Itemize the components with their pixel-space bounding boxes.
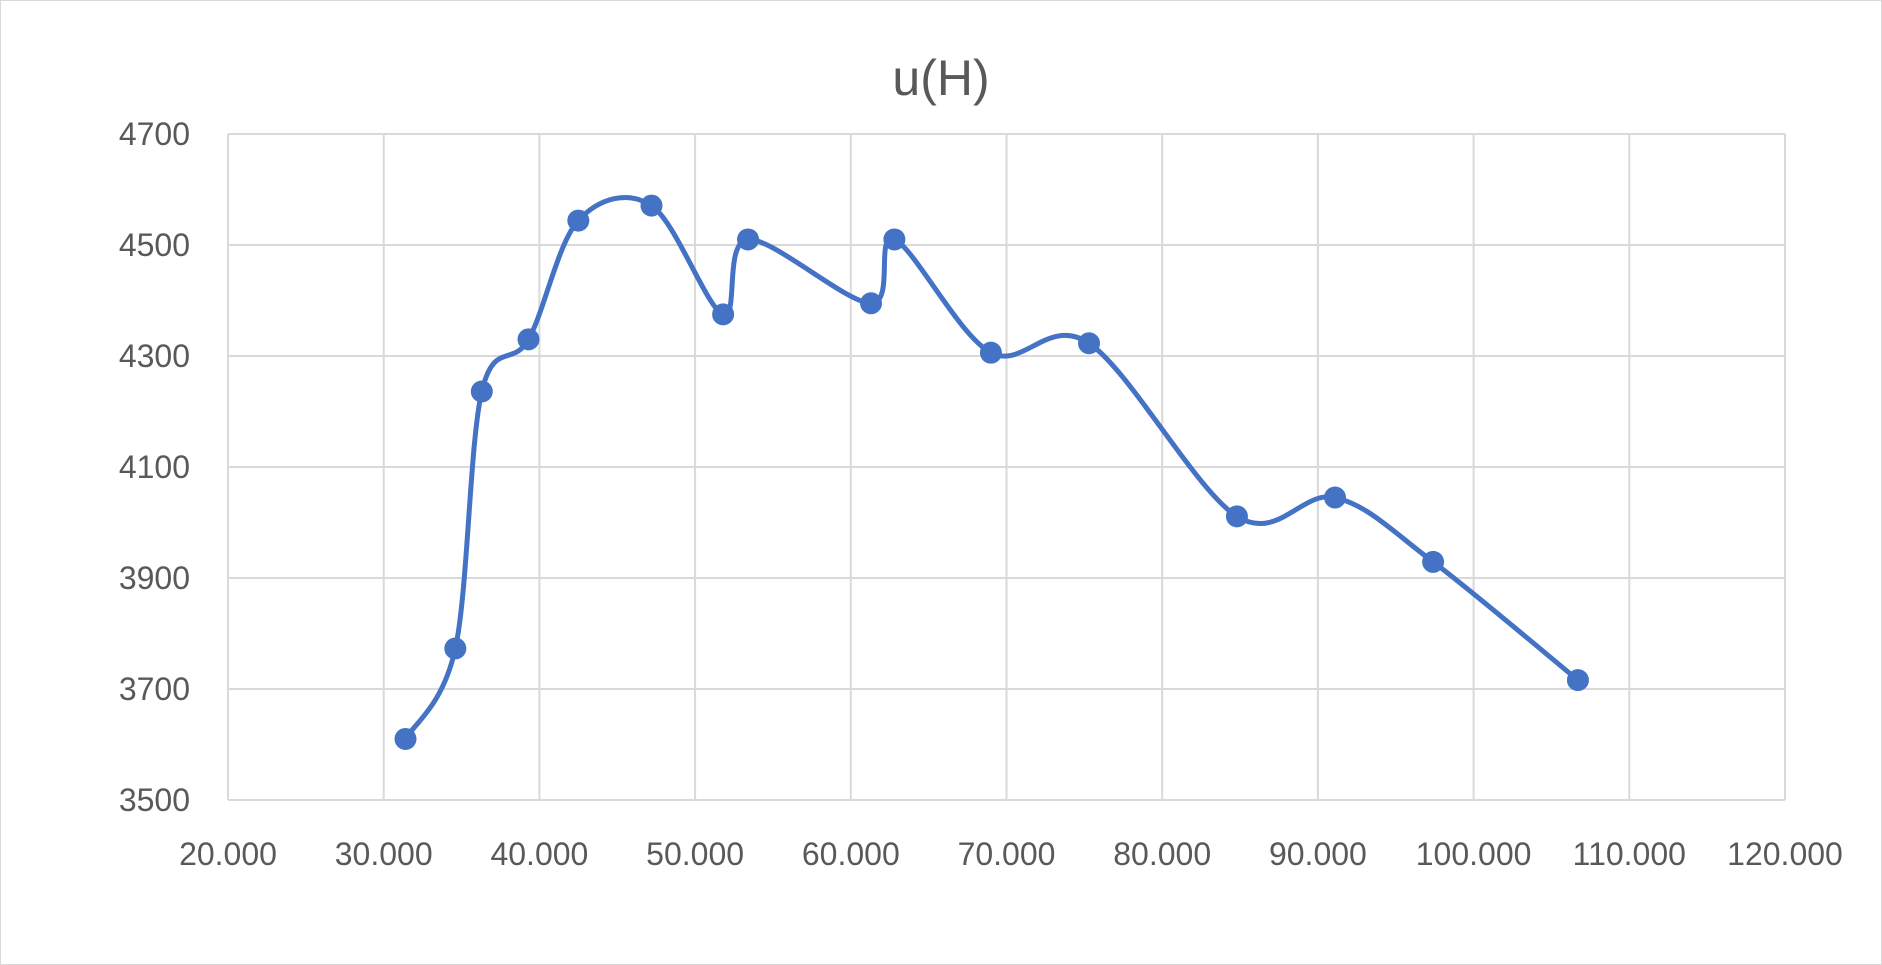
y-tick-label: 4500 (119, 227, 190, 263)
data-point (979, 341, 1002, 364)
data-point (737, 228, 760, 251)
data-point (470, 380, 493, 403)
series-line (402, 195, 1581, 742)
data-point (860, 292, 883, 315)
x-tick-label: 70.000 (958, 836, 1056, 872)
data-point (640, 194, 663, 217)
x-axis-tick-labels: 20.000 30.000 40.000 50.000 60.000 70.000 80.0… (179, 836, 1843, 872)
data-point (1324, 486, 1347, 509)
x-tick-label: 120.000 (1727, 836, 1843, 872)
x-tick-label: 40.000 (490, 836, 588, 872)
x-tick-label: 90.000 (1269, 836, 1367, 872)
y-tick-label: 3900 (119, 560, 190, 596)
x-tick-label: 30.000 (335, 836, 433, 872)
data-point (1225, 505, 1248, 528)
data-point (1422, 550, 1445, 573)
data-point (883, 228, 906, 251)
y-tick-label: 4300 (119, 338, 190, 374)
x-tick-label: 60.000 (802, 836, 900, 872)
gridlines (227, 133, 1786, 801)
y-tick-label: 3500 (119, 782, 190, 818)
y-tick-label: 4700 (119, 116, 190, 152)
axes (227, 134, 1785, 801)
x-tick-label: 100.000 (1416, 836, 1532, 872)
x-tick-label: 20.000 (179, 836, 277, 872)
x-tick-label: 110.000 (1573, 836, 1686, 872)
y-axis-tick-labels: 3500 3700 3900 4100 4300 4500 4700 (119, 116, 190, 818)
chart-title: u(H) (892, 50, 989, 106)
data-point (444, 637, 467, 660)
data-point (517, 328, 540, 351)
data-point (1078, 332, 1101, 355)
data-point (394, 727, 417, 750)
series-points (394, 194, 1589, 750)
data-point (1566, 669, 1589, 692)
series-line-layer (402, 195, 1581, 742)
x-tick-label: 80.000 (1113, 836, 1211, 872)
data-point (712, 303, 735, 326)
y-tick-label: 3700 (119, 671, 190, 707)
x-tick-label: 50.000 (646, 836, 744, 872)
data-point (567, 209, 590, 232)
y-tick-label: 4100 (119, 449, 190, 485)
